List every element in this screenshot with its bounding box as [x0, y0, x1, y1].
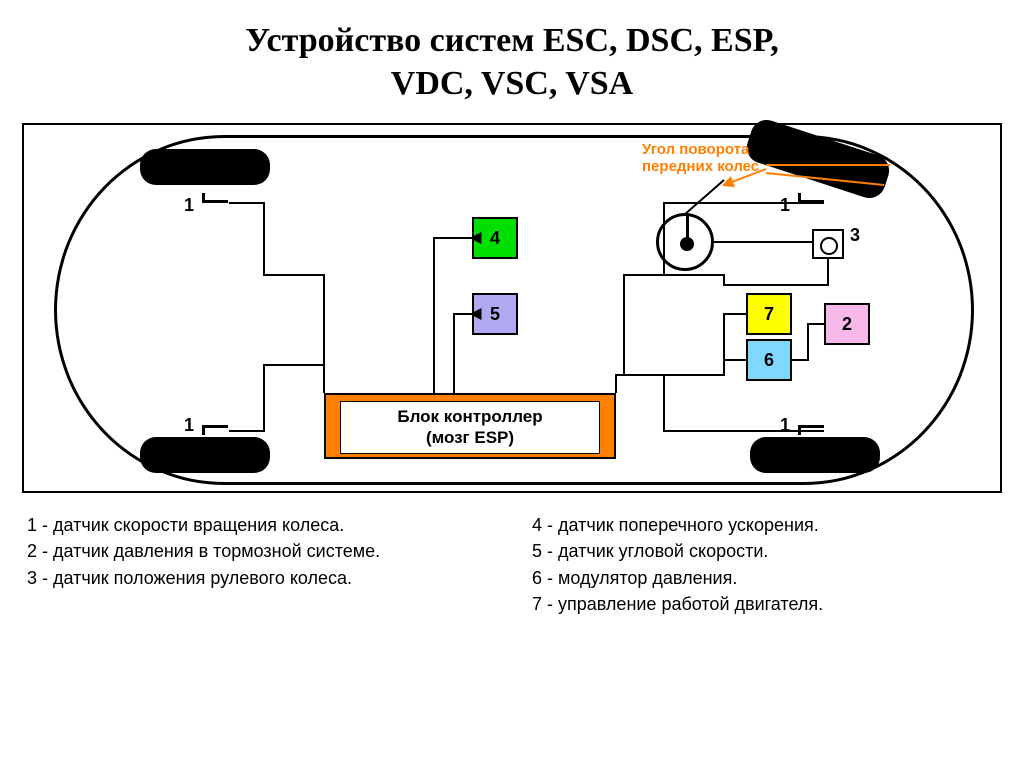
legend-item-7: 7 - управление работой двигателя. [532, 592, 997, 616]
angle-label: Угол поворота передних колес [642, 141, 759, 176]
diagram: 1 1 1 1 3 Угол поворота передних колес 4… [22, 123, 1002, 493]
legend-item-4: 4 - датчик поперечного ускорения. [532, 513, 997, 537]
wheel-front-right [140, 437, 270, 473]
wheel-rear-right [750, 437, 880, 473]
legend-item-3: 3 - датчик положения рулевого колеса. [27, 566, 492, 590]
component-2-num: 2 [842, 315, 852, 333]
controller-l2: (мозг ESP) [426, 428, 514, 447]
legend-item-2: 2 - датчик давления в тормозной системе. [27, 539, 492, 563]
sensor-1-tick-fr [202, 425, 228, 435]
component-6-num: 6 [764, 351, 774, 369]
sensor-1-label-fr: 1 [184, 415, 194, 436]
angle-label-l1: Угол поворота [642, 141, 749, 158]
angle-label-l2: передних колес [642, 158, 759, 175]
component-4: 4 [472, 217, 518, 259]
sensor-1-label-fl: 1 [184, 195, 194, 216]
component-7-num: 7 [764, 305, 774, 323]
legend-item-5: 5 - датчик угловой скорости. [532, 539, 997, 563]
component-3 [812, 229, 844, 259]
controller-inner: Блок контроллер (мозг ESP) [340, 401, 600, 454]
sensor-1-label-rr: 1 [780, 415, 790, 436]
component-5: 5 [472, 293, 518, 335]
component-2: 2 [824, 303, 870, 345]
legend: 1 - датчик скорости вращения колеса. 2 -… [27, 511, 997, 618]
component-6: 6 [746, 339, 792, 381]
sensor-1-label-rl: 1 [780, 195, 790, 216]
legend-col-left: 1 - датчик скорости вращения колеса. 2 -… [27, 511, 492, 618]
sensor-1-tick-fl [202, 193, 228, 203]
steering-wheel-icon [656, 213, 714, 271]
sensor-1-tick-rr [798, 425, 824, 435]
sensor-1-tick-rl [798, 193, 824, 203]
component-5-num: 5 [490, 305, 500, 323]
wheel-front-left [140, 149, 270, 185]
title-line-2: VDC, VSC, VSA [391, 65, 633, 102]
controller-block: Блок контроллер (мозг ESP) [324, 393, 616, 459]
legend-item-1: 1 - датчик скорости вращения колеса. [27, 513, 492, 537]
page-title: Устройство систем ESC, DSC, ESP, VDC, VS… [20, 20, 1004, 105]
label-3: 3 [850, 225, 860, 246]
component-4-num: 4 [490, 229, 500, 247]
component-7: 7 [746, 293, 792, 335]
legend-col-right: 4 - датчик поперечного ускорения. 5 - да… [532, 511, 997, 618]
controller-l1: Блок контроллер [397, 407, 542, 426]
legend-item-6: 6 - модулятор давления. [532, 566, 997, 590]
title-line-1: Устройство систем ESC, DSC, ESP, [245, 22, 779, 59]
